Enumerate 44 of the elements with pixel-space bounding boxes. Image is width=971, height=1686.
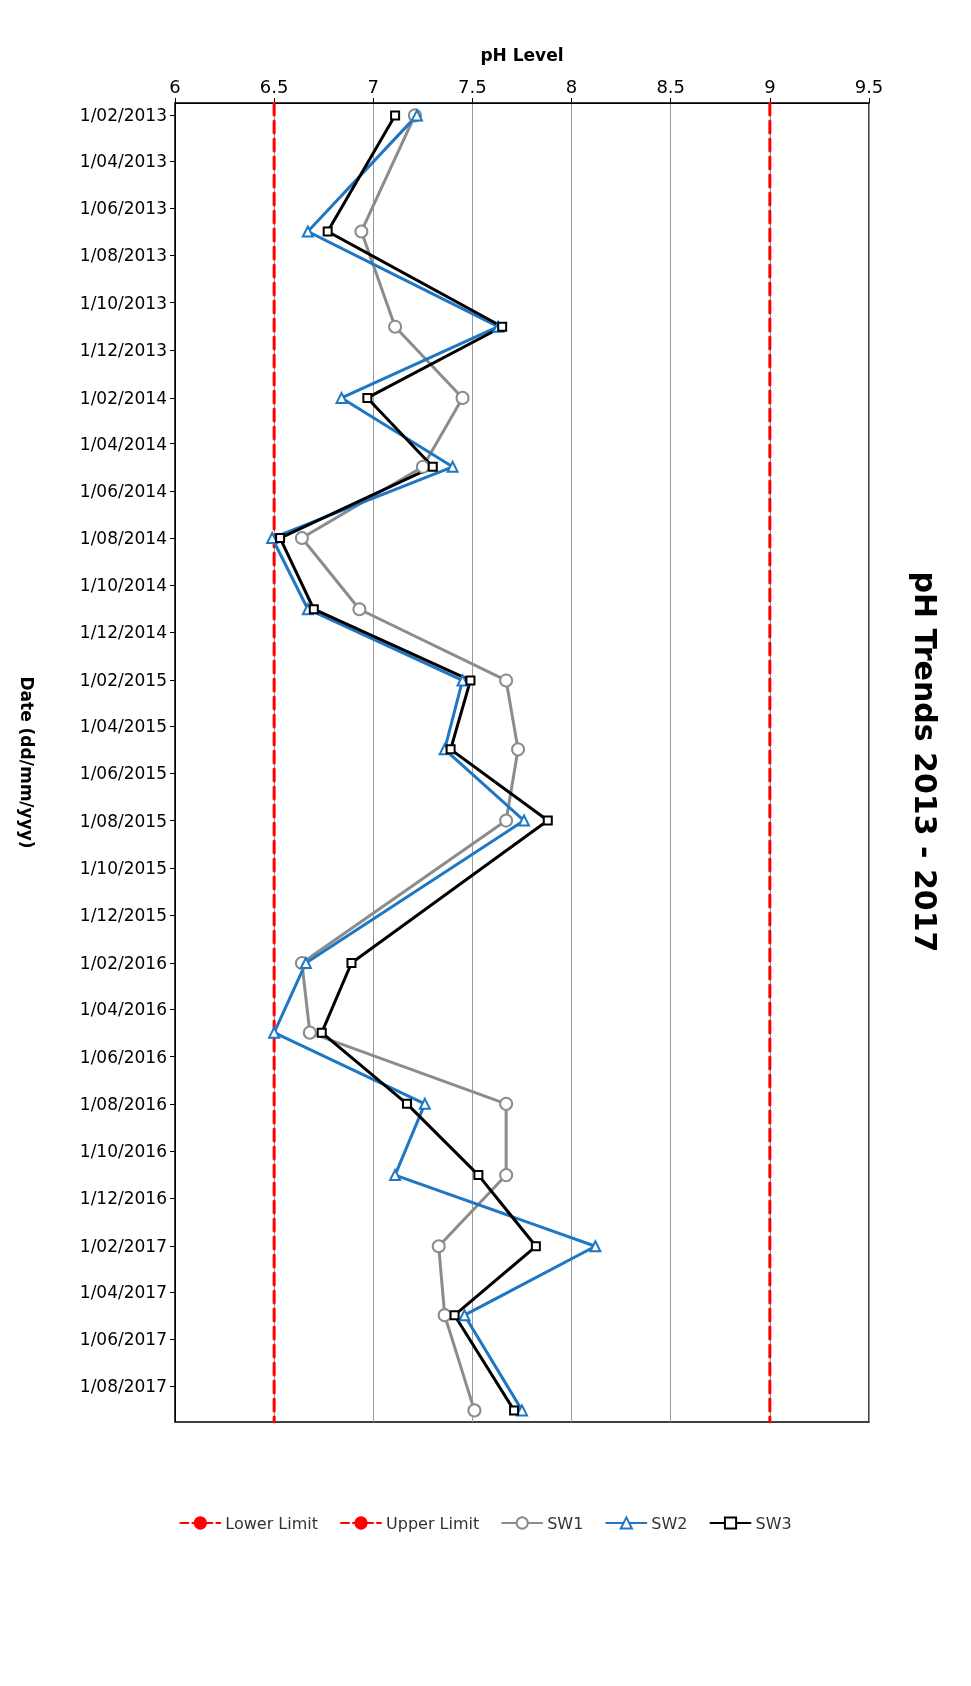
y-tick-label: 1/06/2015 — [79, 763, 167, 784]
text: pH Trends 2013 - 2017 — [907, 571, 943, 953]
x-tick-label: 9 — [764, 75, 776, 97]
legend-label: Upper Limit — [386, 1513, 480, 1533]
x-tick-label: 7 — [367, 75, 380, 97]
y-tick-label: 1/12/2015 — [79, 904, 167, 925]
y-tick-label: 1/10/2013 — [79, 292, 167, 313]
y-tick-label: 1/08/2014 — [79, 528, 167, 549]
y-tick-label: 1/06/2017 — [79, 1329, 167, 1350]
y-tick-label: 1/04/2017 — [79, 1281, 167, 1302]
x-axis-title: pH Level — [480, 44, 564, 65]
y-tick-label: 1/08/2013 — [79, 245, 167, 266]
y-tick-label: 1/02/2015 — [79, 670, 167, 691]
legend-label: SW1 — [547, 1513, 584, 1533]
y-tick-label: 1/02/2017 — [79, 1236, 167, 1257]
x-tick-label: 8.5 — [656, 75, 686, 97]
legend-label: SW2 — [651, 1513, 688, 1533]
y-tick-label: 1/04/2013 — [79, 151, 167, 172]
y-tick-label: 1/04/2015 — [79, 716, 167, 737]
y-axis-title: Date (dd/mm/yyy) — [16, 676, 37, 849]
y-tick-label: 1/04/2014 — [79, 433, 167, 454]
x-tick-label: 7.5 — [458, 75, 487, 97]
y-tick-label: 1/06/2013 — [79, 198, 167, 219]
y-tick-label: 1/06/2014 — [79, 480, 167, 501]
y-tick-label: 1/02/2014 — [79, 387, 167, 408]
y-tick-label: 1/10/2014 — [79, 575, 167, 596]
x-tick-label: 8 — [565, 75, 578, 97]
y-tick-label: 1/12/2013 — [79, 339, 167, 360]
y-tick-label: 1/12/2014 — [79, 622, 167, 643]
x-tick-label: 6.5 — [259, 75, 289, 97]
y-tick-label: 1/08/2016 — [79, 1093, 167, 1114]
y-tick-label: 1/08/2015 — [79, 810, 167, 831]
legend-label: SW3 — [755, 1513, 792, 1533]
legend-label: Lower Limit — [225, 1513, 319, 1533]
x-tick-label: 9.5 — [854, 75, 884, 97]
y-tick-label: 1/02/2013 — [79, 105, 167, 126]
y-tick-label: 1/12/2016 — [79, 1188, 167, 1209]
y-tick-label: 1/08/2017 — [79, 1376, 167, 1397]
y-tick-label: 1/10/2015 — [79, 857, 167, 878]
x-tick-label: 6 — [169, 75, 181, 97]
y-tick-label: 1/06/2016 — [79, 1046, 167, 1067]
y-tick-label: 1/10/2016 — [79, 1141, 167, 1162]
y-tick-label: 1/04/2016 — [79, 999, 167, 1020]
y-tick-label: 1/02/2016 — [79, 952, 167, 973]
